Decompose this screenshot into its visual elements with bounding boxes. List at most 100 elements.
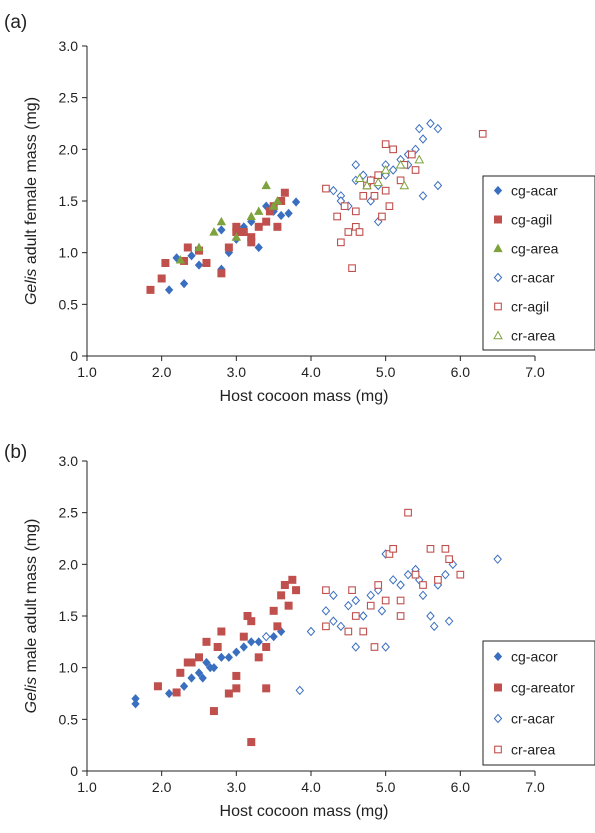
data-point — [426, 611, 435, 621]
data-point — [322, 586, 330, 595]
data-point — [333, 212, 341, 221]
data-point — [280, 188, 289, 197]
data-point — [418, 590, 428, 601]
data-point — [396, 580, 405, 590]
data-point — [217, 269, 226, 278]
x-tick-label: 4.0 — [301, 364, 321, 380]
legend-box — [482, 175, 595, 351]
data-point — [247, 617, 256, 626]
y-tick-label: 2.0 — [59, 556, 79, 572]
x-tick-label: 1.0 — [77, 779, 97, 795]
legend-marker — [493, 330, 503, 340]
data-point — [456, 570, 465, 579]
data-point — [239, 642, 248, 652]
data-point — [272, 196, 283, 205]
data-point — [351, 642, 361, 652]
data-point — [172, 688, 181, 697]
data-point — [262, 684, 271, 693]
data-point — [187, 251, 196, 261]
data-point — [329, 616, 338, 626]
legend-label: cr-acar — [511, 270, 555, 286]
data-point — [194, 668, 204, 678]
data-point — [239, 632, 248, 641]
data-point — [351, 595, 361, 606]
data-point — [292, 586, 301, 595]
x-tick-label: 7.0 — [525, 364, 545, 380]
y-axis-label: Gelis adult female mass (mg) — [23, 97, 40, 305]
data-point — [429, 621, 439, 632]
data-point — [306, 626, 316, 637]
y-axis-label-rest: adult female mass (mg) — [23, 97, 40, 269]
data-point — [164, 285, 174, 295]
panel-label: (b) — [4, 442, 27, 463]
series-cg-area — [175, 180, 283, 264]
data-point — [262, 643, 271, 652]
data-point — [161, 258, 170, 267]
x-tick-label: 1.0 — [77, 364, 97, 380]
x-tick-label: 2.0 — [152, 364, 172, 380]
legend-label: cr-area — [511, 742, 556, 758]
x-tick-label: 5.0 — [376, 779, 396, 795]
data-point — [217, 627, 226, 636]
data-point — [131, 699, 140, 709]
y-tick-label: 2.0 — [59, 141, 79, 157]
data-point — [381, 642, 390, 652]
y-tick-label: 1.0 — [59, 245, 79, 261]
data-point — [478, 129, 487, 138]
data-point — [321, 606, 331, 616]
data-point — [404, 508, 412, 517]
data-point — [433, 180, 443, 191]
data-point — [434, 575, 442, 584]
data-point — [359, 627, 368, 636]
data-point — [348, 264, 356, 273]
data-point — [224, 689, 233, 698]
data-point — [224, 243, 233, 252]
y-tick-label: 1.5 — [59, 608, 79, 624]
x-tick-label: 7.0 — [525, 779, 545, 795]
data-point — [396, 612, 405, 620]
data-point — [445, 555, 453, 564]
data-point — [381, 140, 390, 149]
data-point — [254, 206, 264, 215]
data-point — [396, 176, 405, 185]
series-cg-areator — [153, 575, 301, 747]
data-point — [216, 216, 227, 226]
data-point — [355, 228, 364, 236]
data-point — [441, 544, 450, 553]
data-point — [358, 611, 368, 621]
series-cr-acar — [261, 549, 502, 696]
chart-panel-b: (b) 0 0.5 1.0 1.5 2.0 2.5 3.0 1.0 2.0 3.0 4.0 5.0 6.0… — [4, 442, 595, 820]
data-point — [389, 544, 397, 553]
data-point — [426, 118, 435, 129]
data-point — [389, 145, 397, 154]
data-point — [377, 606, 387, 616]
data-point — [370, 191, 379, 200]
data-point — [340, 202, 349, 211]
legend-marker — [493, 651, 503, 662]
series-cr-area — [322, 508, 465, 651]
data-point — [277, 591, 286, 600]
data-point — [280, 581, 289, 590]
data-point — [183, 243, 192, 252]
data-point — [381, 186, 390, 195]
legend-label: cr-agil — [511, 299, 549, 315]
data-point — [411, 570, 420, 579]
data-point — [239, 227, 248, 236]
x-tick-label: 3.0 — [227, 779, 247, 795]
data-point — [418, 134, 428, 144]
data-point — [426, 544, 435, 553]
data-point — [187, 658, 196, 667]
data-point — [284, 601, 293, 610]
data-point — [209, 227, 219, 236]
legend: cg-acor cg-areator cr-acar cr-area — [482, 640, 595, 766]
legend-marker — [493, 683, 502, 692]
data-point — [366, 590, 376, 601]
data-point — [153, 682, 162, 691]
legend-marker — [494, 302, 502, 311]
data-point — [418, 191, 428, 201]
data-point — [322, 184, 330, 193]
legend-label: cr-area — [511, 328, 556, 344]
data-point — [403, 569, 413, 580]
data-point — [493, 554, 502, 564]
series-cg-acor — [131, 626, 286, 709]
